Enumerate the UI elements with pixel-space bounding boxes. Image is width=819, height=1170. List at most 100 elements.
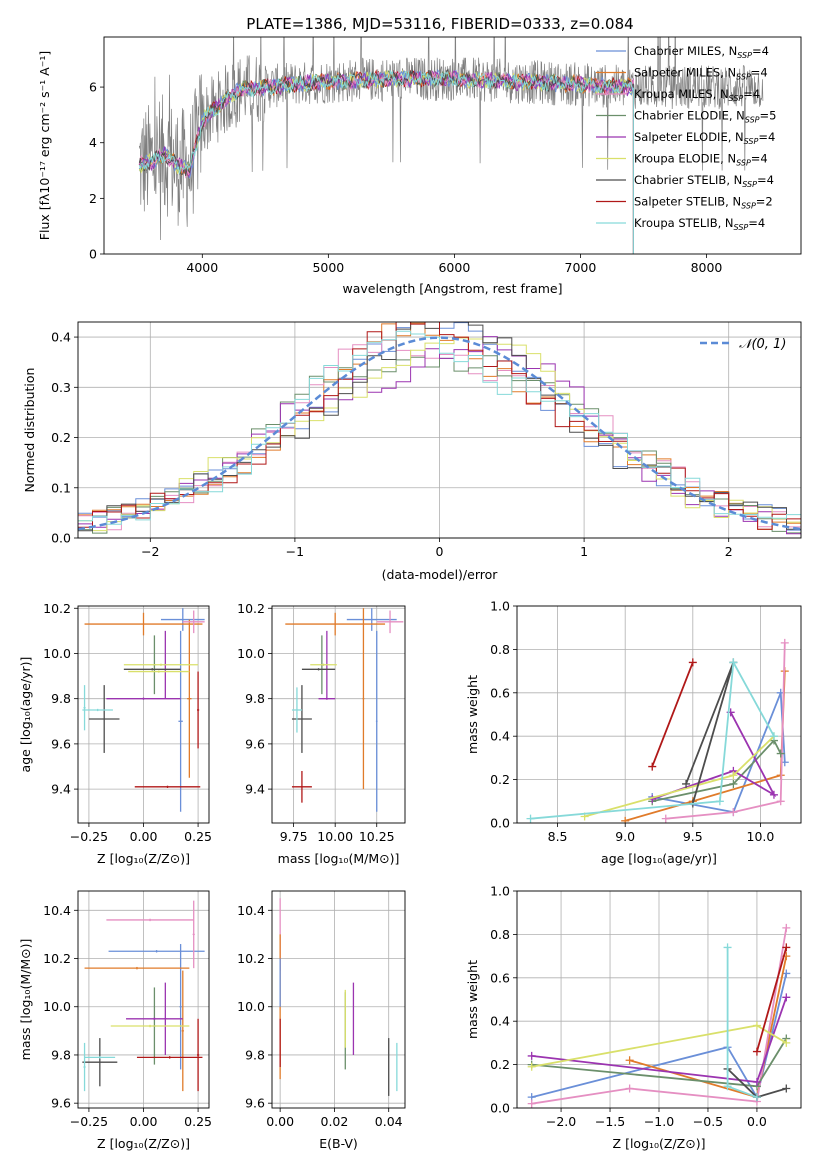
marker-kroupa-stelib (715, 797, 724, 806)
y-axis-label: mass weight (465, 675, 480, 754)
marker-kroupa-stelib (723, 943, 732, 952)
legend-label-chabrier-stelib: Chabrier STELIB, NSSP=4 (634, 173, 774, 189)
marker-chabrier-miles (782, 969, 791, 978)
marker-salpeter-stelib (688, 658, 697, 667)
x-axis-label: Z [log₁₀(Z/Z⊙)] (613, 1136, 706, 1151)
marker-salpeter-stelib (782, 943, 791, 952)
y-tick-label: 0.0 (51, 531, 71, 546)
x-axis-label: Z [log₁₀(Z/Z⊙)] (97, 1136, 190, 1151)
x-tick-label: −1.0 (644, 1114, 674, 1129)
legend-label-kroupa-elodie: Kroupa ELODIE, NSSP=4 (634, 152, 768, 168)
series-salpeter-elodie (651, 711, 777, 800)
y-tick-label: 9.8 (245, 1047, 265, 1062)
y-tick-label: 10.2 (43, 951, 71, 966)
axes-mass_vs_Z: −0.25 0.00 0.25 9.6 9.8 10.0 10.2 10.4 Z [log₁₀(… (18, 890, 212, 1151)
plot-area (279, 898, 398, 1096)
y-tick-label: 9.8 (51, 691, 71, 706)
y-tick-label: 0.4 (490, 729, 510, 744)
y-tick-label: 0.4 (51, 330, 71, 345)
marker-kroupa-stelib (723, 1082, 732, 1091)
series-chabrier-miles (531, 973, 788, 1100)
marker-salpeter-elodie (752, 1077, 761, 1086)
marker-kroupa-stelib (752, 1093, 761, 1102)
x-tick-label: 0.00 (266, 1114, 294, 1129)
x-axis-label: Z [log₁₀(Z/Z⊙)] (97, 851, 190, 866)
y-tick-label: 0.1 (51, 480, 71, 495)
x-tick-label: 2 (725, 544, 733, 559)
x-axis-label: mass [log₁₀(M/M⊙)] (278, 851, 400, 866)
histogram-chabrier-stelib (78, 322, 801, 532)
x-tick-label: 8000 (691, 260, 723, 275)
y-axis-label: Flux [fλ10⁻¹⁷ erg cm⁻² s⁻¹ A⁻¹] (37, 51, 52, 240)
marker-kroupa-elodie (782, 1038, 791, 1047)
axes-frame (271, 605, 406, 824)
x-tick-label: 9.75 (280, 829, 308, 844)
marker-chabrier-elodie (776, 749, 785, 758)
plot-area (527, 923, 791, 1108)
marker-kroupa-stelib (526, 814, 535, 823)
y-tick-label: 9.4 (51, 782, 71, 797)
x-tick-label: −2.0 (546, 1114, 576, 1129)
marker-kroupa-stelib (729, 658, 738, 667)
y-tick-label: 9.8 (51, 1047, 71, 1062)
axes-frame (77, 605, 210, 824)
plot-area (82, 900, 205, 1092)
x-tick-label: −0.25 (70, 829, 108, 844)
y-tick-label: 6 (89, 80, 97, 95)
y-tick-label: 0.6 (490, 685, 510, 700)
axes-weight_vs_age: 8.5 9.0 9.5 10.0 0.0 0.2 0.4 0.6 0.8 1.0 age [log₁… (465, 599, 802, 866)
x-tick-label: 10.0 (747, 829, 775, 844)
x-tick-label: 5000 (312, 260, 344, 275)
axes-frame (271, 890, 406, 1109)
normal-curve (78, 336, 801, 531)
model-fit-kroupa-stelib (138, 69, 634, 254)
plot-area (78, 322, 801, 535)
y-tick-label: 9.8 (245, 691, 265, 706)
marker-kroupa-miles (527, 1099, 536, 1108)
marker-salpeter-stelib (752, 1047, 761, 1056)
y-tick-label: 9.6 (245, 1096, 265, 1111)
marker-chabrier-stelib (782, 1084, 791, 1093)
y-tick-label: 10.0 (237, 999, 265, 1014)
x-tick-label: 0.25 (184, 1114, 212, 1129)
series-kroupa-stelib (726, 947, 758, 1099)
x-tick-label: −0.5 (693, 1114, 723, 1129)
axes-frame (103, 36, 802, 255)
y-tick-label: 0.2 (490, 1057, 510, 1072)
x-tick-label: 0 (436, 544, 444, 559)
y-tick-label: 10.0 (237, 646, 265, 661)
marker-chabrier-elodie (729, 779, 738, 788)
y-axis-label: age [log₁₀(age/yr)] (18, 657, 33, 773)
marker-kroupa-miles (782, 923, 791, 932)
marker-kroupa-miles (776, 797, 785, 806)
histogram-chabrier-elodie (78, 355, 801, 534)
x-tick-label: −1 (286, 544, 304, 559)
y-tick-label: 10.0 (43, 646, 71, 661)
marker-salpeter-miles (625, 1056, 634, 1065)
plot-area (285, 608, 404, 812)
x-tick-label: 0.00 (130, 829, 158, 844)
y-tick-label: 10.0 (43, 999, 71, 1014)
y-tick-label: 9.6 (51, 1096, 71, 1111)
marker-kroupa-miles (780, 638, 789, 647)
marker-salpeter-stelib (648, 762, 657, 771)
x-tick-label: 9.5 (683, 829, 703, 844)
legend-label-chabrier-elodie: Chabrier ELODIE, NSSP=5 (634, 109, 776, 125)
y-tick-label: 4 (89, 135, 97, 150)
marker-salpeter-elodie (769, 790, 778, 799)
y-tick-label: 2 (89, 191, 97, 206)
x-tick-label: 0.02 (321, 1114, 349, 1129)
legend-label-kroupa-stelib: Kroupa STELIB, NSSP=4 (634, 216, 765, 232)
legend-label-salpeter-stelib: Salpeter STELIB, NSSP=2 (634, 195, 773, 211)
x-tick-label: 7000 (565, 260, 597, 275)
legend: 𝒩(0, 1) (700, 337, 786, 352)
y-axis-label: Normed distribution (22, 368, 37, 493)
y-tick-label: 0.6 (490, 970, 510, 985)
axes-frame (77, 890, 210, 1109)
marker-kroupa-miles (661, 814, 670, 823)
series-salpeter-stelib (651, 662, 694, 767)
x-axis-label: (data-model)/error (382, 567, 499, 582)
axes-age_vs_mass: 9.75 10.00 10.25 9.4 9.6 9.8 10.0 10.2 mass [log… (237, 601, 406, 866)
series-chabrier-elodie (652, 738, 782, 803)
y-tick-label: 0 (89, 247, 97, 262)
